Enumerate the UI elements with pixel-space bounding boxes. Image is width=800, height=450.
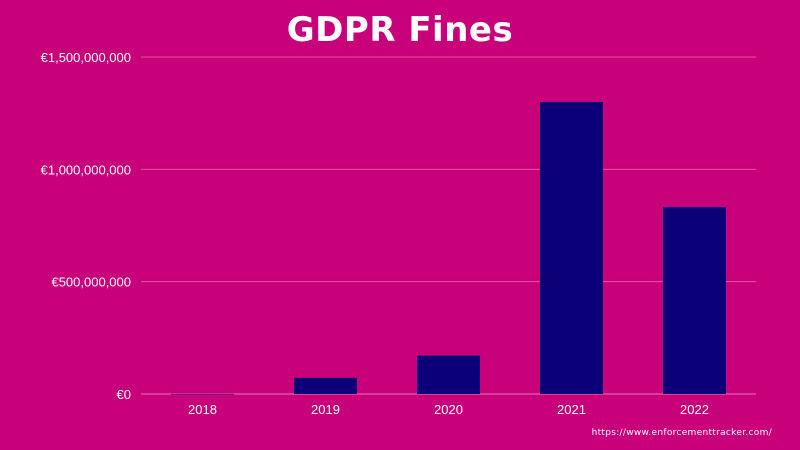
bar-2018 bbox=[171, 393, 234, 395]
source-note: https://www.enforcementtracker.com/ bbox=[591, 428, 772, 438]
bar-2020 bbox=[417, 355, 480, 394]
chart-title: GDPR Fines bbox=[286, 10, 514, 50]
x-axis-tick-labels: 2018 2019 2020 2021 2022 bbox=[188, 402, 709, 417]
gridlines bbox=[141, 56, 756, 395]
x-tick-label-2018: 2018 bbox=[188, 402, 217, 417]
y-tick-label: €1,000,000,000 bbox=[41, 162, 131, 177]
bar-2019 bbox=[294, 377, 357, 394]
x-tick-label-2022: 2022 bbox=[680, 402, 709, 417]
x-tick-label-2020: 2020 bbox=[434, 402, 463, 417]
x-tick-label-2019: 2019 bbox=[311, 402, 340, 417]
bar-2022 bbox=[663, 207, 726, 394]
bar-2021 bbox=[540, 101, 603, 394]
y-tick-label: €1,500,000,000 bbox=[41, 50, 131, 65]
y-tick-label: €0 bbox=[117, 387, 131, 402]
bars bbox=[171, 101, 726, 395]
y-tick-label: €500,000,000 bbox=[51, 275, 131, 290]
y-axis-tick-labels: €0 €500,000,000 €1,000,000,000 €1,500,000,0… bbox=[41, 50, 131, 402]
x-tick-label-2021: 2021 bbox=[557, 402, 586, 417]
